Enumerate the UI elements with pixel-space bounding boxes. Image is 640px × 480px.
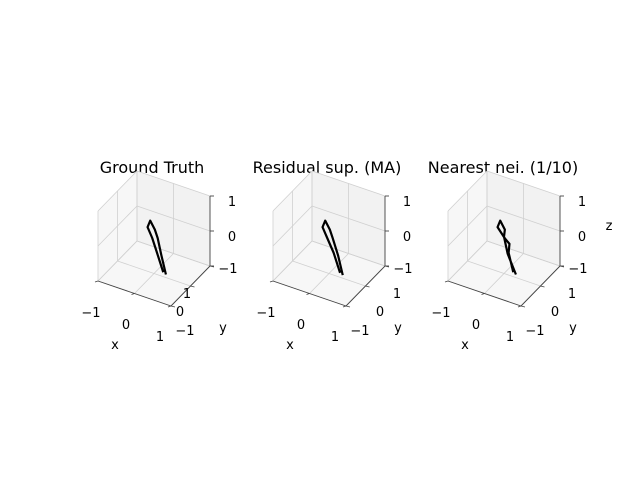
x-tick-label: 1 xyxy=(506,330,514,345)
subplot-title: Residual sup. (MA) xyxy=(253,158,402,177)
z-tick-label: −1 xyxy=(218,262,237,277)
gridline xyxy=(447,170,488,212)
subplot-title: Ground Truth xyxy=(100,158,205,177)
gridline xyxy=(272,205,313,247)
pose-series-line xyxy=(496,219,517,275)
gridline xyxy=(272,170,313,212)
z-tick-label: 1 xyxy=(228,195,236,210)
gridline xyxy=(97,205,138,247)
pose-series-line xyxy=(146,219,167,275)
gridline xyxy=(136,205,211,232)
x-tick xyxy=(444,280,449,283)
x-tick xyxy=(342,305,347,308)
x-tick xyxy=(167,305,172,308)
gridline xyxy=(486,170,561,197)
x-tick-label: 0 xyxy=(122,318,130,333)
z-axis-label: z xyxy=(606,219,613,234)
x-tick-label: 0 xyxy=(472,318,480,333)
z-tick-label: 0 xyxy=(228,230,236,245)
y-tick xyxy=(540,285,545,288)
y-tick-label: 0 xyxy=(551,305,559,320)
x-axis-label: x xyxy=(461,338,469,353)
y-tick-label: −1 xyxy=(350,324,369,339)
x-tick-label: −1 xyxy=(256,306,275,321)
gridline xyxy=(292,260,366,287)
z-tick-label: 1 xyxy=(578,195,586,210)
gridline xyxy=(311,205,386,232)
subplot-residual-sup: Residual sup. (MA) −1 0 1 x 1 0 −1 y 1 0… xyxy=(253,158,413,353)
subplot-ground-truth: Ground Truth −1 0 1 x 1 0 −1 y 1 0 −1 xyxy=(81,158,237,353)
y-axis-label: y xyxy=(569,321,577,336)
subplot-title: Nearest nei. (1/10) xyxy=(428,158,578,177)
y-tick xyxy=(520,305,526,308)
y-tick xyxy=(365,285,370,288)
x-tick xyxy=(481,293,485,295)
y-tick-label: 0 xyxy=(176,305,184,320)
y-tick-label: 1 xyxy=(183,287,191,302)
y-axis-label: y xyxy=(219,321,227,336)
x-axis-label: x xyxy=(111,338,119,353)
x-tick xyxy=(517,305,522,308)
y-tick xyxy=(190,285,195,288)
x-tick-label: 0 xyxy=(297,318,305,333)
y-tick-label: 1 xyxy=(393,287,401,302)
subplot-nearest-neighbor: Nearest nei. (1/10) −1 0 1 x 1 0 −1 y 1 … xyxy=(428,158,613,353)
x-tick-label: 1 xyxy=(156,330,164,345)
gridline xyxy=(467,260,541,287)
gridline xyxy=(311,170,386,197)
y-tick-label: 1 xyxy=(568,287,576,302)
z-tick-label: 0 xyxy=(578,230,586,245)
x-tick xyxy=(306,293,310,295)
y-tick xyxy=(170,305,176,308)
x-tick xyxy=(131,293,135,295)
gridline xyxy=(136,170,211,197)
gridline xyxy=(447,205,488,247)
z-tick-label: −1 xyxy=(393,262,412,277)
x-tick xyxy=(94,280,99,283)
gridline xyxy=(486,205,561,232)
pose-series-line xyxy=(321,219,344,276)
axes-3d xyxy=(444,170,565,308)
x-tick-label: −1 xyxy=(431,306,450,321)
x-tick-label: −1 xyxy=(81,306,100,321)
x-tick-label: 1 xyxy=(331,330,339,345)
z-tick-label: −1 xyxy=(568,262,587,277)
gridline xyxy=(117,260,191,287)
y-axis-label: y xyxy=(394,321,402,336)
axes-3d xyxy=(94,170,215,308)
z-tick-label: 1 xyxy=(403,195,411,210)
y-tick xyxy=(345,305,351,308)
axes-3d xyxy=(269,170,390,308)
z-tick-label: 0 xyxy=(403,230,411,245)
gridline xyxy=(97,170,138,212)
y-tick-label: 0 xyxy=(376,305,384,320)
y-tick-label: −1 xyxy=(175,324,194,339)
y-tick-label: −1 xyxy=(525,324,544,339)
x-axis-label: x xyxy=(286,338,294,353)
x-tick xyxy=(269,280,274,283)
